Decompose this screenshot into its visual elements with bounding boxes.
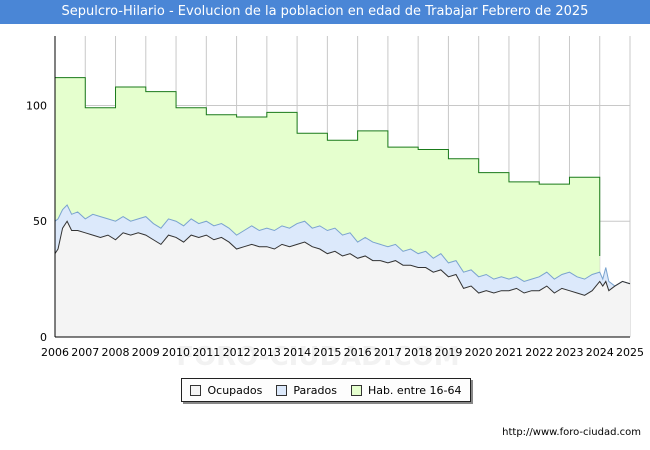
y-tick-100: 100 <box>26 99 47 112</box>
x-tick-2021: 2021 <box>495 346 523 359</box>
x-tick-2014: 2014 <box>283 346 311 359</box>
x-tick-2011: 2011 <box>192 346 220 359</box>
legend-label-parados: Parados <box>293 383 337 397</box>
x-tick-2018: 2018 <box>404 346 432 359</box>
x-tick-2016: 2016 <box>344 346 372 359</box>
x-tick-2024: 2024 <box>586 346 614 359</box>
legend-item-hab: Hab. entre 16-64 <box>350 383 462 397</box>
x-tick-2020: 2020 <box>465 346 493 359</box>
legend-swatch-parados <box>276 384 288 396</box>
line-hab <box>55 77 601 256</box>
y-tick-0: 0 <box>40 331 47 344</box>
tick-labels: 2006 2007 2008 2009 2010 2011 2012 2013 2014 2015… <box>26 99 644 359</box>
y-tick-50: 50 <box>33 215 47 228</box>
x-tick-2022: 2022 <box>525 346 553 359</box>
legend-swatch-hab <box>350 384 362 396</box>
x-tick-2008: 2008 <box>102 346 130 359</box>
line-parados <box>54 204 631 287</box>
x-tick-2007: 2007 <box>71 346 99 359</box>
legend-swatch-ocupados <box>190 384 202 396</box>
x-tick-2012: 2012 <box>223 346 251 359</box>
legend-label-hab: Hab. entre 16-64 <box>367 383 462 397</box>
x-tick-2023: 2023 <box>555 346 583 359</box>
legend-item-parados: Parados <box>276 384 337 397</box>
source-url[interactable]: http://www.foro-ciudad.com <box>502 427 641 438</box>
series-areas <box>55 77 630 337</box>
line-ocupados <box>54 220 631 296</box>
x-tick-2025: 2025 <box>616 346 644 359</box>
legend: Ocupados Parados Hab. entre 16-64 <box>181 378 471 402</box>
x-tick-2013: 2013 <box>253 346 281 359</box>
area-ocupados <box>55 221 630 337</box>
x-tick-2006: 2006 <box>41 346 69 359</box>
legend-label-ocupados: Ocupados <box>207 383 263 397</box>
x-tick-2019: 2019 <box>434 346 462 359</box>
chart-title: Sepulcro-Hilario - Evolucion de la pobla… <box>0 0 650 24</box>
x-tick-2009: 2009 <box>132 346 160 359</box>
x-tick-2010: 2010 <box>162 346 190 359</box>
x-tick-2017: 2017 <box>374 346 402 359</box>
watermark: FORO-CIUDAD.COM <box>176 342 459 372</box>
legend-item-ocupados: Ocupados <box>190 384 262 397</box>
series-lines <box>54 77 631 296</box>
x-tick-2015: 2015 <box>313 346 341 359</box>
axes <box>54 36 630 338</box>
